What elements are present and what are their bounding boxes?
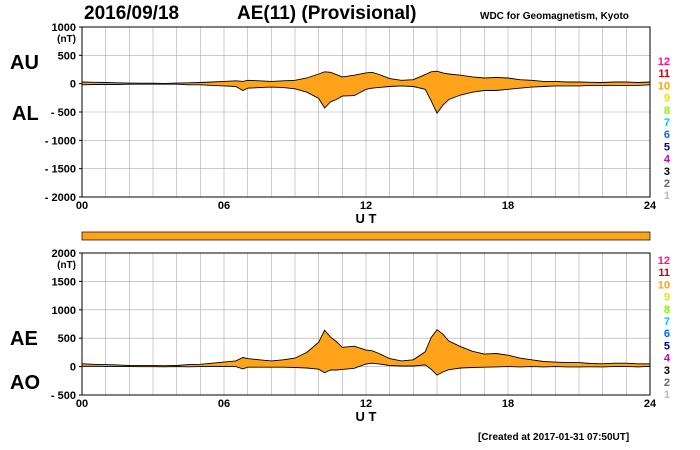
top-xtick-label: 00 (76, 200, 88, 212)
legend-top-station-count-2: 2 (664, 178, 670, 190)
bottom-ytick-label: 0 (70, 362, 76, 374)
top-xtick-label: 12 (360, 200, 372, 212)
legend-bottom-station-count-6: 6 (664, 328, 670, 340)
date-label: 2016/09/18 (84, 3, 180, 24)
legend-top-station-count-10: 10 (658, 80, 670, 92)
bottom-ao-line (82, 362, 651, 376)
bottom-xtick-label: 12 (360, 398, 372, 410)
top-ytick-label: 500 (58, 50, 76, 62)
legend-bottom-station-count-8: 8 (664, 304, 670, 316)
data-status-bar (81, 231, 651, 241)
legend-top-station-count-4: 4 (664, 154, 671, 166)
bottom-ytick-label: - 500 (51, 390, 76, 402)
top-xtick-label: 24 (644, 200, 657, 212)
au-series-label: AU (10, 52, 39, 74)
legend-bottom-station-count-4: 4 (664, 353, 671, 365)
bottom-xaxis-label: U T (356, 409, 377, 424)
top-unit-label: (nT) (57, 34, 76, 45)
top-ytick-label: 1000 (52, 22, 76, 34)
source-label: WDC for Geomagnetism, Kyoto (480, 11, 629, 22)
bottom-unit-label: (nT) (57, 260, 76, 271)
legend-bottom-station-count-9: 9 (664, 292, 670, 304)
bottom-xtick-label: 24 (644, 398, 657, 410)
top-ytick-label: - 1000 (45, 135, 76, 147)
bottom-ytick-label: 500 (58, 333, 76, 345)
top-ytick-label: 0 (70, 79, 76, 91)
ao-series-label: AO (10, 372, 40, 394)
ae-series-label: AE (10, 328, 38, 350)
bottom-xtick-label: 00 (76, 398, 88, 410)
top-xtick-label: 06 (218, 200, 230, 212)
legend-top-station-count-12: 12 (658, 56, 670, 68)
legend-top-station-count-7: 7 (664, 117, 670, 129)
top-ytick-label: - 2000 (45, 192, 76, 204)
legend-top-station-count-5: 5 (664, 141, 670, 153)
top-xtick-label: 18 (502, 200, 514, 212)
top-al-line (81, 83, 651, 114)
created-timestamp: [Created at 2017-01-31 07:50UT] (478, 432, 630, 443)
legend-top-station-count-9: 9 (664, 93, 670, 105)
bottom-xtick-label: 06 (218, 398, 230, 410)
top-au-line (81, 70, 651, 84)
top-ytick-label: - 500 (51, 107, 76, 119)
legend-bottom-station-count-10: 10 (658, 279, 670, 291)
legend-bottom-station-count-5: 5 (664, 340, 670, 352)
bottom-ytick-label: 1500 (52, 276, 76, 288)
legend-bottom-station-count-3: 3 (664, 365, 670, 377)
legend-bottom-station-count-1: 1 (664, 389, 670, 401)
legend-top-station-count-1: 1 (664, 190, 670, 202)
legend-bottom-station-count-2: 2 (664, 377, 670, 389)
legend-bottom-station-count-12: 12 (658, 255, 670, 267)
legend-bottom-station-count-7: 7 (664, 316, 670, 328)
legend-bottom-station-count-11: 11 (658, 267, 670, 279)
legend-top-station-count-8: 8 (664, 105, 670, 117)
legend-top-station-count-3: 3 (664, 166, 670, 178)
au-al-panel: 1000 500 0 - 500 - 1000 - 1500 - 2000 (nT) 00 06 1… (45, 22, 657, 226)
bottom-ytick-label: 2000 (52, 248, 76, 260)
bottom-xtick-label: 18 (502, 398, 514, 410)
top-ytick-label: - 1500 (45, 164, 76, 176)
legend-top-station-count-11: 11 (658, 68, 670, 80)
top-xaxis-label: U T (356, 211, 377, 226)
ae-ao-panel: 2000 1500 1000 500 0 - 500 (nT) 00 06 12 18 24 U T (51, 248, 657, 424)
bottom-frame (81, 252, 651, 396)
legend-top-station-count-6: 6 (664, 129, 670, 141)
bottom-ytick-label: 1000 (52, 305, 76, 317)
bottom-area-fill (82, 329, 650, 376)
chart-title: AE(11) (Provisional) (237, 3, 417, 24)
bottom-ae-line (81, 329, 650, 367)
al-series-label: AL (12, 103, 39, 125)
